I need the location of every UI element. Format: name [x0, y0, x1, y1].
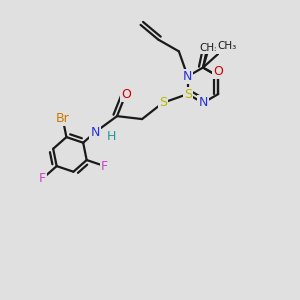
Text: S: S [159, 96, 167, 110]
Text: S: S [184, 88, 192, 100]
Text: F: F [101, 160, 108, 172]
Text: N: N [183, 70, 192, 83]
Text: O: O [121, 88, 131, 100]
Text: F: F [39, 172, 46, 185]
Text: S: S [220, 42, 228, 55]
Text: CH₃: CH₃ [217, 41, 236, 51]
Text: H: H [106, 130, 116, 143]
Text: CH₃: CH₃ [199, 43, 218, 53]
Text: Br: Br [56, 112, 70, 125]
Text: N: N [198, 96, 208, 110]
Text: O: O [213, 65, 223, 79]
Text: N: N [90, 126, 100, 139]
